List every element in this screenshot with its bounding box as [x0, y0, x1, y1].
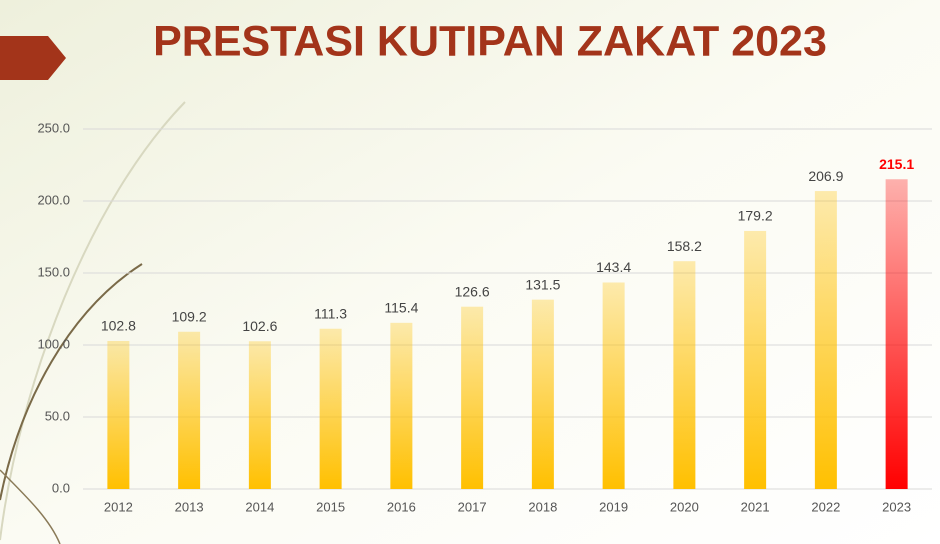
- y-tick-label: 200.0: [37, 192, 70, 207]
- y-tick-label: 100.0: [37, 336, 70, 351]
- value-label: 102.8: [101, 318, 136, 334]
- value-label: 131.5: [525, 276, 560, 292]
- decor-curve: [0, 101, 186, 541]
- decor-curve: [0, 469, 61, 544]
- x-tick-label: 2017: [458, 499, 487, 514]
- bar: [178, 331, 201, 489]
- value-label: 102.6: [242, 318, 277, 334]
- x-tick-label: 2019: [599, 499, 628, 514]
- bar: [885, 179, 908, 490]
- value-label: 206.9: [808, 168, 843, 184]
- x-tick-label: 2014: [245, 499, 274, 514]
- y-tick-label: 50.0: [45, 408, 70, 423]
- bar: [673, 261, 696, 489]
- bar: [461, 306, 484, 489]
- bar: [248, 341, 271, 489]
- value-label: 143.4: [596, 259, 631, 275]
- y-tick-label: 150.0: [37, 264, 70, 279]
- chart-title: PRESTASI KUTIPAN ZAKAT 2023: [153, 17, 827, 65]
- value-label: 215.1: [879, 156, 914, 172]
- x-tick-label: 2018: [528, 499, 557, 514]
- bar: [107, 340, 130, 489]
- x-tick-label: 2015: [316, 499, 345, 514]
- x-tick-label: 2013: [175, 499, 204, 514]
- x-tick-label: 2022: [811, 499, 840, 514]
- value-label: 109.2: [172, 308, 207, 324]
- value-label: 111.3: [314, 305, 347, 321]
- title-arrow: [0, 36, 66, 80]
- x-tick-label: 2016: [387, 499, 416, 514]
- value-label: 115.4: [384, 300, 418, 316]
- decor-curve: [0, 263, 143, 501]
- y-tick-label: 0.0: [52, 480, 70, 495]
- x-tick-label: 2021: [741, 499, 770, 514]
- x-tick-label: 2012: [104, 499, 133, 514]
- value-label: 179.2: [738, 208, 773, 224]
- bar: [744, 230, 767, 489]
- value-label: 126.6: [455, 283, 490, 299]
- x-tick-label: 2020: [670, 499, 699, 514]
- bar: [319, 328, 342, 489]
- x-tick-label: 2023: [882, 499, 911, 514]
- bar: [814, 191, 837, 489]
- bar: [602, 282, 625, 489]
- bar: [390, 322, 413, 489]
- y-tick-label: 250.0: [37, 120, 70, 135]
- value-label: 158.2: [667, 238, 702, 254]
- bar: [531, 299, 554, 489]
